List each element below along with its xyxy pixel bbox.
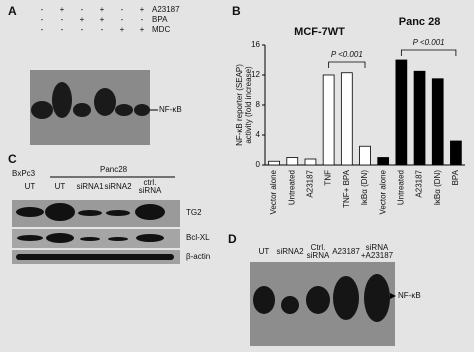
sign: + [100, 5, 105, 14]
bracket [400, 49, 457, 56]
x-tick-label: A23187 [306, 169, 315, 197]
x-tick-label: TNF+ BPA [342, 169, 351, 208]
bar [450, 140, 462, 166]
bar [340, 72, 353, 166]
bar [322, 74, 335, 166]
y-tick-label: 12 [251, 70, 260, 79]
sign: + [140, 5, 145, 14]
bar [304, 158, 317, 166]
cell-line: BxPc3 [12, 169, 36, 178]
annotation: P <0.001 [413, 38, 445, 47]
sign: - [141, 15, 144, 24]
y-tick-label: 4 [256, 130, 261, 139]
annotation: P <0.001 [331, 50, 363, 59]
panel-label: B [232, 4, 241, 18]
y-tick-label: 16 [251, 40, 260, 49]
panel-label: D [228, 232, 237, 246]
sign: + [60, 5, 65, 14]
bar [359, 145, 371, 166]
x-tick-label: Untreated [396, 170, 405, 205]
band-label: NF-κB [398, 291, 421, 300]
band-label: NF-κB [159, 105, 182, 114]
bar [268, 160, 280, 166]
sign: + [80, 15, 85, 24]
lane-label: siRNA2 [104, 182, 132, 191]
sign: - [121, 5, 124, 14]
lane-label: siRNA [366, 243, 389, 252]
sign: + [120, 25, 125, 34]
x-tick-label: TNF [324, 170, 333, 186]
row-label: BPA [152, 15, 168, 24]
y-axis-label: activity (fold increase) [244, 66, 253, 144]
sign: - [81, 25, 84, 34]
x-tick-label: A23187 [415, 169, 424, 197]
group-label: Panc 28 [399, 16, 441, 28]
sign: - [41, 15, 44, 24]
group-label: MCF-7WT [294, 26, 345, 38]
arrowhead [390, 293, 396, 299]
x-tick-label: IκBα (DN) [360, 170, 369, 206]
sign: - [121, 15, 124, 24]
x-tick-label: Untreated [287, 170, 296, 205]
sign: - [61, 15, 64, 24]
bar [377, 157, 390, 166]
sign: - [41, 25, 44, 34]
y-tick-label: 8 [256, 100, 261, 109]
bar [431, 78, 444, 166]
sign: - [81, 5, 84, 14]
row-label: MDC [152, 25, 170, 34]
lane-label: ctrl. [144, 178, 157, 187]
panel-label: A [8, 4, 17, 18]
lane-label: UT [25, 182, 36, 191]
lane-label: siRNA [139, 186, 162, 195]
sign: - [61, 25, 64, 34]
lane-label: siRNA1 [76, 182, 104, 191]
lane-label: UT [55, 182, 66, 191]
bar [286, 157, 299, 166]
x-tick-label: Vector alone [378, 169, 387, 214]
cell-line: Panc28 [100, 165, 128, 174]
sign: - [101, 25, 104, 34]
lane-label: UT [259, 247, 270, 256]
row-label: A23187 [152, 5, 180, 14]
blot-bands [16, 203, 174, 260]
lane-label: +A23187 [361, 251, 394, 260]
x-tick-label: IκBα (DN) [433, 170, 442, 206]
y-axis-label: NF-κB reporter (SEAP) [235, 64, 244, 146]
gel-a-bands [31, 82, 150, 119]
sign: - [41, 5, 44, 14]
protein-label: Bcl-XL [186, 233, 210, 242]
protein-label: TG2 [186, 208, 202, 217]
lane-label: siRNA [307, 251, 330, 260]
protein-label: β-actin [186, 252, 210, 261]
lane-label: A23187 [332, 247, 360, 256]
x-tick-label: Vector alone [269, 169, 278, 214]
bar [413, 70, 426, 166]
lane-label: siRNA2 [276, 247, 304, 256]
bar [395, 59, 408, 166]
sign: + [100, 15, 105, 24]
lane-label: Ctrl. [311, 243, 326, 252]
gel-d-bands [253, 274, 390, 322]
sign: + [140, 25, 145, 34]
y-tick-label: 0 [256, 160, 261, 169]
x-tick-label: BPA [451, 169, 460, 185]
panel-label: C [8, 152, 17, 166]
bracket [328, 61, 366, 68]
